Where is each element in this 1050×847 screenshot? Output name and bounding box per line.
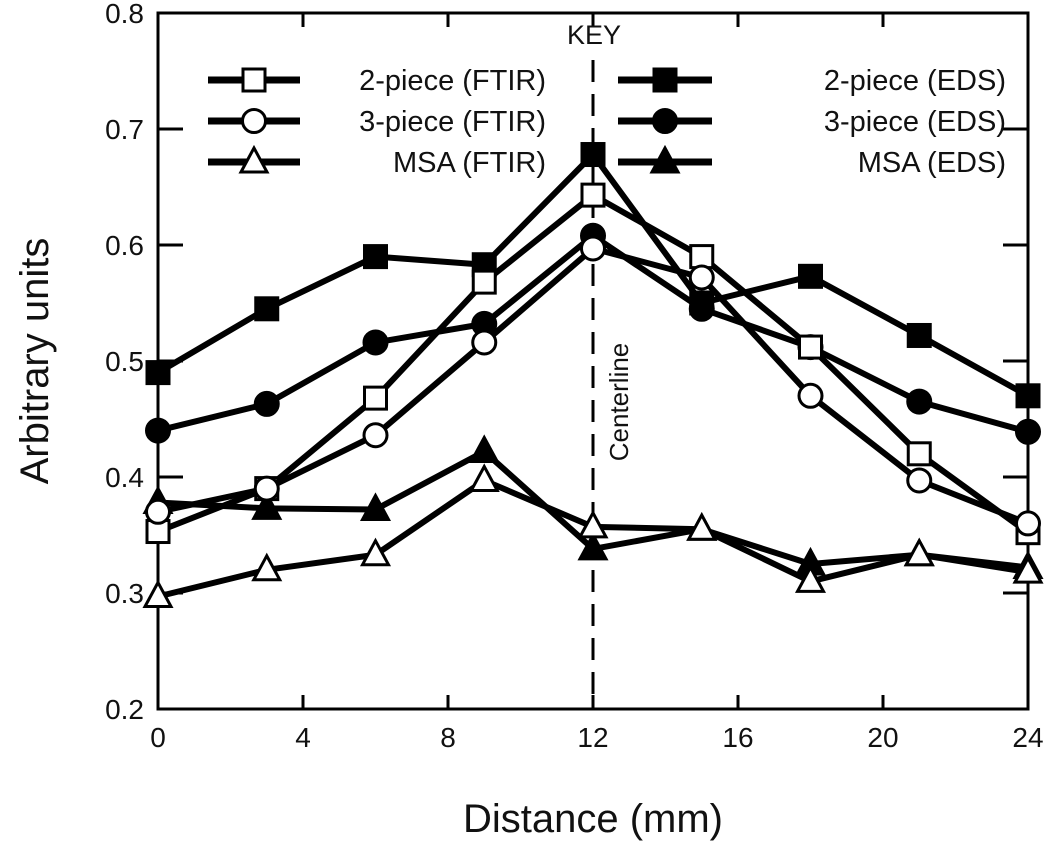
data-point — [145, 360, 171, 386]
centerline-label: Centerline — [604, 343, 634, 462]
x-tick-label: 4 — [295, 722, 311, 753]
data-point — [794, 564, 827, 593]
data-point — [1015, 510, 1041, 537]
y-tick-label: 0.8 — [105, 0, 144, 29]
legend-marker — [649, 144, 681, 174]
data-point — [1012, 554, 1044, 584]
x-tick-label: 12 — [577, 722, 608, 753]
data-point — [580, 182, 606, 208]
data-point — [580, 142, 606, 168]
data-point — [686, 512, 718, 541]
data-point — [797, 382, 824, 409]
legend-marker — [241, 108, 267, 134]
legend-label: MSA (FTIR) — [393, 147, 546, 179]
data-point — [251, 552, 283, 582]
data-point — [251, 491, 283, 520]
data-point — [145, 498, 171, 525]
data-point — [688, 295, 715, 322]
data-point — [363, 244, 388, 270]
data-point — [906, 441, 932, 467]
data-point — [359, 492, 392, 521]
data-point — [142, 579, 174, 608]
x-tick-label: 16 — [722, 722, 753, 753]
data-point — [906, 467, 933, 494]
data-point — [468, 463, 500, 492]
data-marks — [142, 142, 1044, 608]
data-point — [471, 269, 497, 295]
data-point — [471, 329, 498, 356]
data-point — [359, 537, 392, 567]
x-axis-label: Distance (mm) — [463, 797, 723, 841]
legend-label: MSA (EDS) — [858, 147, 1006, 179]
y-tick-label: 0.7 — [105, 114, 144, 145]
data-point — [903, 537, 935, 567]
legend-marker — [652, 67, 678, 93]
data-point — [577, 509, 609, 539]
data-point — [468, 434, 500, 463]
legend-label: 3-piece (FTIR) — [359, 106, 546, 138]
legend: 2-piece (FTIR) 3-piece (FTIR) MSA (FTIR) 2-… — [208, 65, 1006, 179]
legend-label: 2-piece (FTIR) — [359, 65, 546, 97]
data-point — [253, 475, 280, 502]
data-point — [798, 334, 823, 360]
data-point — [362, 329, 389, 356]
data-point — [580, 235, 606, 262]
data-point — [362, 422, 389, 449]
legend-marker — [238, 144, 270, 174]
legend-title: KEY — [567, 20, 621, 50]
legend-label: 3-piece (EDS) — [824, 106, 1006, 138]
y-tick-label: 0.4 — [105, 462, 144, 493]
data-point — [798, 263, 823, 289]
legend-marker — [652, 108, 678, 134]
data-point — [689, 244, 715, 270]
y-tick-label: 0.5 — [105, 346, 144, 377]
y-tick-label: 0.6 — [105, 230, 144, 261]
data-point — [253, 390, 280, 417]
data-point — [906, 388, 933, 415]
x-tick-label: 20 — [867, 722, 898, 753]
y-tick-label: 0.3 — [105, 578, 144, 609]
y-axis-label: Arbitrary units — [13, 238, 57, 485]
data-point — [688, 264, 715, 291]
x-tick-label: 24 — [1012, 722, 1043, 753]
x-tick-label: 0 — [150, 722, 166, 753]
axes: 0 4 8 12 16 20 24 0.2 0.3 0.4 0.5 0.6 0.7 0.8 — [105, 0, 1044, 753]
y-tick-label: 0.2 — [105, 694, 144, 725]
data-point — [254, 296, 280, 322]
legend-label: 2-piece (EDS) — [824, 65, 1006, 97]
data-point — [577, 531, 609, 561]
data-point — [145, 417, 171, 444]
legend-marker — [241, 67, 267, 93]
x-tick-label: 8 — [440, 722, 456, 753]
data-point — [906, 322, 932, 348]
data-point — [363, 385, 388, 411]
data-point — [1015, 383, 1041, 409]
data-point — [1015, 418, 1041, 445]
